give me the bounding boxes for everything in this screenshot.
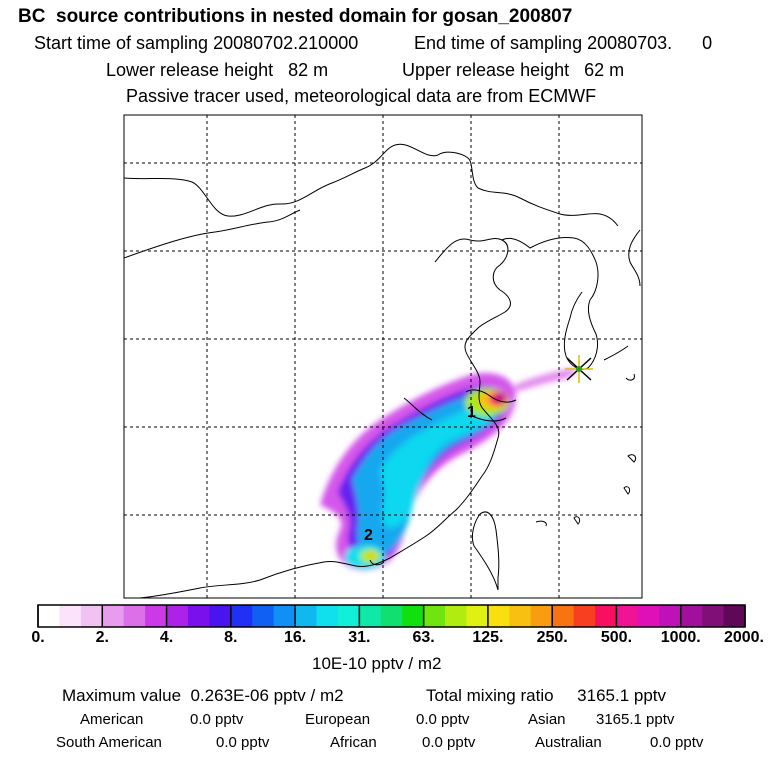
colorbar-tick-label: 63. [412, 629, 435, 646]
source-marker-2: 2 [364, 527, 373, 544]
colorbar-cell [230, 605, 253, 627]
colorbar [37, 604, 746, 628]
colorbar-tick-label: 0. [31, 629, 45, 646]
colorbar-tick-label: 250. [536, 629, 568, 646]
tracer-note: Passive tracer used, meteorological data… [126, 86, 597, 106]
colorbar-cell [573, 605, 596, 627]
colorbar-cell [423, 605, 446, 627]
colorbar-cell [295, 605, 318, 627]
asian-label: Asian [528, 711, 566, 728]
maximum-value: Maximum value 0.263E-06 pptv / m2 [62, 686, 344, 705]
colorbar-cell [359, 605, 382, 627]
european-value: 0.0 pptv [416, 711, 470, 728]
south-american-label: South American [56, 734, 162, 751]
colorbar-cell [659, 605, 682, 627]
colorbar-cell [145, 605, 168, 627]
star-marker-icon [565, 355, 593, 383]
colorbar-cell [402, 605, 425, 627]
colorbar-cell [123, 605, 146, 627]
colorbar-cell [252, 605, 275, 627]
colorbar-cell [637, 605, 660, 627]
colorbar-tick-label: 1000. [660, 629, 701, 646]
colorbar-cell [552, 605, 575, 627]
colorbar-cell [166, 605, 189, 627]
american-label: American [80, 711, 144, 728]
colorbar-cell [337, 605, 360, 627]
colorbar-cell [38, 605, 60, 627]
colorbar-cell [209, 605, 232, 627]
colorbar-cell [530, 605, 553, 627]
colorbar-tick-label: 4. [159, 629, 174, 646]
map-gridlines [124, 115, 642, 598]
colorbar-tick-label: 8. [224, 629, 238, 646]
colorbar-cell [273, 605, 296, 627]
colorbar-cell [59, 605, 82, 627]
colorbar-cell [445, 605, 467, 627]
colorbar-cell [487, 605, 510, 627]
south-american-value: 0.0 pptv [216, 734, 270, 751]
coastlines [124, 143, 641, 598]
colorbar-cell [380, 605, 403, 627]
american-value: 0.0 pptv [190, 711, 244, 728]
asian-value: 3165.1 pptv [596, 711, 675, 728]
african-label: African [330, 734, 377, 751]
colorbar-cell [466, 605, 489, 627]
colorbar-cell [680, 605, 703, 627]
start-time-label: Start time of sampling 20080702.210000 [34, 33, 359, 53]
map-frame [123, 114, 643, 599]
colorbar-cell [316, 605, 339, 627]
plot-title: BC source contributions in nested domain… [18, 6, 573, 27]
colorbar-cell [102, 605, 125, 627]
colorbar-tick-label: 2000. [723, 629, 764, 646]
end-time-label: End time of sampling 20080703. 0 [414, 33, 713, 53]
source-marker-1: 1 [467, 404, 476, 421]
colorbar-tick-label: 2. [95, 629, 109, 646]
colorbar-cell [187, 605, 210, 627]
colorbar-cell [80, 605, 103, 627]
colorbar-cell [509, 605, 532, 627]
upper-release-height: Upper release height 62 m [402, 60, 625, 80]
colorbar-tick-label: 125. [472, 629, 504, 646]
colorbar-cell [616, 605, 639, 627]
colorbar-tick-label: 31. [348, 629, 371, 646]
colorbar-tick-label: 16. [283, 629, 307, 646]
colorbar-cell [702, 605, 725, 627]
colorbar-cell [723, 605, 746, 627]
colorbar-unit: 10E-10 pptv / m2 [312, 654, 442, 673]
lower-release-height: Lower release height 82 m [106, 60, 329, 80]
colorbar-tick-label: 500. [600, 629, 633, 646]
colorbar-cell [595, 605, 617, 627]
australian-value: 0.0 pptv [650, 734, 704, 751]
total-mixing-ratio: Total mixing ratio 3165.1 pptv [426, 686, 667, 705]
australian-label: Australian [535, 734, 602, 751]
african-value: 0.0 pptv [422, 734, 476, 751]
european-label: European [305, 711, 371, 728]
